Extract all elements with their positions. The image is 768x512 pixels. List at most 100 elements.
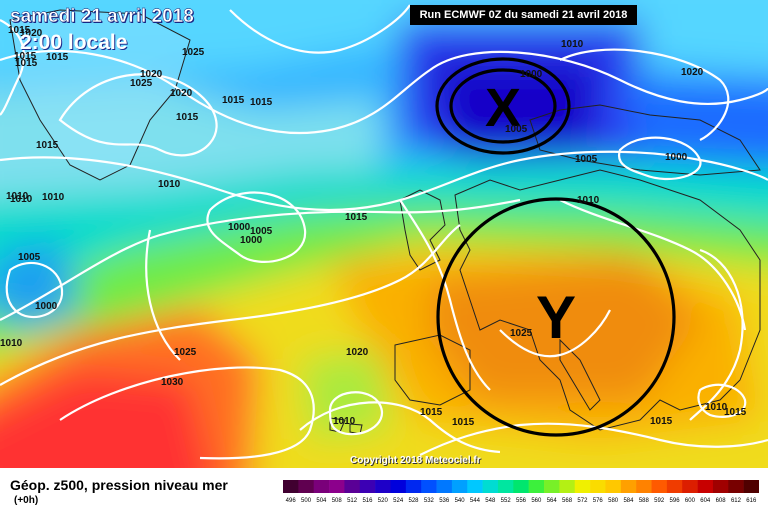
isobar-label: 1010 xyxy=(577,195,600,206)
isobar-label: 1000 xyxy=(228,222,251,233)
isobar-label: 1025 xyxy=(182,47,205,58)
isobar-label: 1015 xyxy=(452,417,475,428)
scale-tick-label: 616 xyxy=(746,498,757,504)
legend-subtitle: (+0h) xyxy=(14,495,39,506)
isobar-label: 1010 xyxy=(42,192,65,203)
isobar-label: 1025 xyxy=(174,347,197,358)
isobar-label: 1020 xyxy=(346,347,369,358)
scale-swatch xyxy=(344,480,361,493)
scale-tick-label: 516 xyxy=(362,498,373,504)
scale-swatch xyxy=(651,480,668,493)
isobar-label: 1015 xyxy=(420,407,443,418)
system-label-y: Y xyxy=(536,284,576,351)
scale-swatch xyxy=(574,480,591,493)
scale-tick-label: 520 xyxy=(378,498,389,504)
scale-tick-label: 564 xyxy=(547,498,558,504)
high-pressure-marker: Y xyxy=(436,197,676,437)
scale-swatch xyxy=(697,480,714,493)
isobars xyxy=(0,4,768,460)
scale-tick-label: 600 xyxy=(685,498,696,504)
isobar-label: 1015 xyxy=(345,212,368,223)
isobar-label: 1015 xyxy=(724,407,747,418)
colour-scale: 496 500 504 508 512 516 520 524 528 532 536 540 544 5… xyxy=(283,480,759,504)
isobar-label: 1010 xyxy=(333,416,356,427)
isobar-label: 1020 xyxy=(20,28,43,39)
scale-swatch xyxy=(528,480,545,493)
scale-tick-label: 608 xyxy=(716,498,727,504)
scale-swatch xyxy=(497,480,514,493)
isobar-label: 1020 xyxy=(170,88,193,99)
scale-swatch xyxy=(405,480,422,493)
scale-tick-label: 508 xyxy=(332,498,343,504)
isobar-label: 1015 xyxy=(14,51,37,62)
isobar-label: 1025 xyxy=(510,328,533,339)
legend-bar: Géop. z500, pression niveau mer (+0h) 49… xyxy=(0,468,768,512)
isobar-label: 1015 xyxy=(176,112,199,123)
legend-title: Géop. z500, pression niveau mer xyxy=(10,477,228,493)
scale-tick-label: 500 xyxy=(301,498,312,504)
map-date: samedi 21 avril 2018 xyxy=(10,6,194,27)
scale-swatch xyxy=(712,480,729,493)
scale-swatch xyxy=(728,480,744,493)
isobar-label: 1015 xyxy=(250,97,273,108)
system-label-x: X xyxy=(485,78,521,138)
scale-swatch xyxy=(666,480,683,493)
isobar-label: 1025 xyxy=(130,78,153,89)
scale-swatch xyxy=(467,480,483,493)
isobar-label: 1010 xyxy=(158,179,181,190)
scale-swatch xyxy=(451,480,468,493)
low-pressure-marker: X xyxy=(435,57,571,155)
coastlines xyxy=(9,9,761,435)
scale-tick-label: 504 xyxy=(316,498,327,504)
scale-tick-label: 576 xyxy=(593,498,604,504)
isobar-label: 1000 xyxy=(35,301,58,312)
isobar-label: 1030 xyxy=(161,377,184,388)
scale-swatch xyxy=(283,480,299,493)
scale-swatch xyxy=(390,480,407,493)
scale-tick-label: 544 xyxy=(470,498,481,504)
scale-tick-label: 588 xyxy=(639,498,650,504)
scale-swatch xyxy=(329,480,345,493)
scale-tick-label: 604 xyxy=(700,498,711,504)
scale-tick-label: 556 xyxy=(516,498,527,504)
isobar-label: 1000 xyxy=(520,69,543,80)
scale-tick-label: 568 xyxy=(562,498,573,504)
isobar-label: 1015 xyxy=(46,52,69,63)
scale-swatch xyxy=(375,480,391,493)
isobar-label: 1005 xyxy=(575,154,598,165)
isobar-label: 1015 xyxy=(15,58,38,69)
isobar-label: 1000 xyxy=(665,152,688,163)
isobar-label: 1015 xyxy=(8,25,31,36)
scale-tick-label: 572 xyxy=(577,498,588,504)
scale-swatch xyxy=(359,480,376,493)
run-info: Run ECMWF 0Z du samedi 21 avril 2018 xyxy=(410,5,637,25)
scale-tick-label: 548 xyxy=(485,498,496,504)
isobar-label: 1010 xyxy=(0,338,23,349)
scale-tick-label: 512 xyxy=(347,498,358,504)
scale-tick-label: 532 xyxy=(424,498,435,504)
scale-swatch xyxy=(482,480,499,493)
isobar-label: 1000 xyxy=(240,235,263,246)
scale-tick-label: 612 xyxy=(731,498,742,504)
scale-swatch xyxy=(682,480,698,493)
isobar-label: 1005 xyxy=(250,226,273,237)
isobar-label: 1010 xyxy=(705,402,728,413)
scale-tick-label: 496 xyxy=(286,498,297,504)
scale-tick-label: 524 xyxy=(393,498,404,504)
isobar-label: 1015 xyxy=(222,95,245,106)
scale-swatch xyxy=(313,480,330,493)
scale-tick-label: 528 xyxy=(409,498,420,504)
scale-swatch xyxy=(421,480,437,493)
scale-tick-label: 536 xyxy=(439,498,450,504)
scale-tick-label: 592 xyxy=(654,498,665,504)
isobar-label: 1005 xyxy=(18,252,41,263)
scale-tick-label: 552 xyxy=(501,498,512,504)
copyright: Copyright 2018 Meteociel.fr xyxy=(350,455,481,466)
scale-swatch xyxy=(743,480,759,493)
isobar-label: 1010 xyxy=(6,191,29,202)
isobar-label: 1005 xyxy=(505,124,528,135)
scale-swatch xyxy=(436,480,453,493)
